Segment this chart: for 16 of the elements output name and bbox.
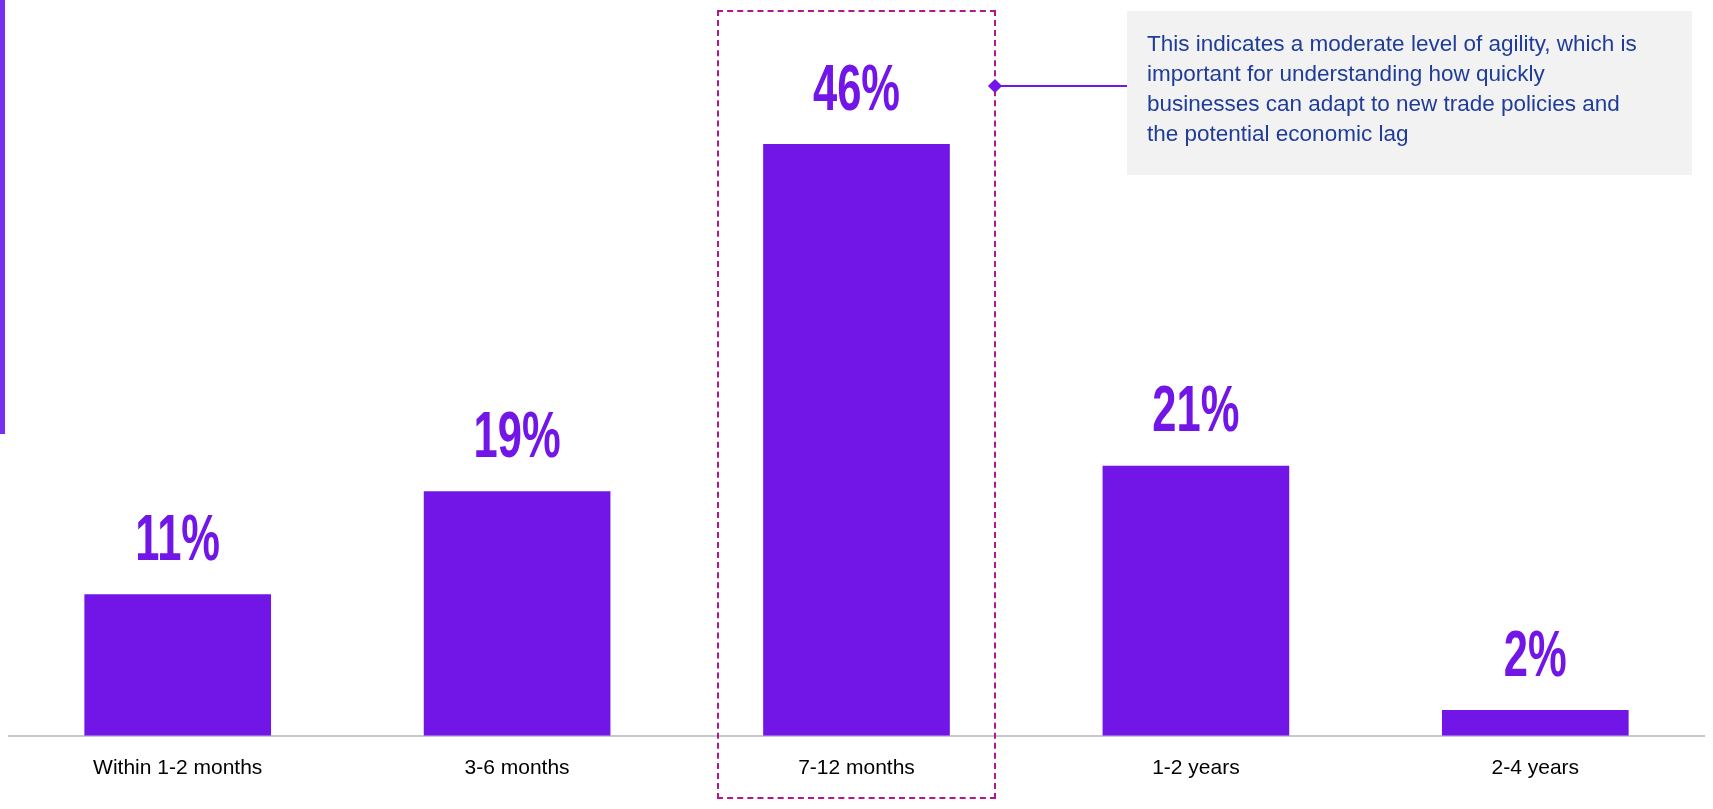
annotation: This indicates a moderate level of agility, which is important for understanding how quickly businesses can adapt to new trade policies and the potential economic lag <box>1146 30 1638 148</box>
x-tick-label: 2-4 years <box>1491 755 1580 779</box>
x-tick-label: 7-12 months <box>798 755 915 779</box>
bar <box>84 594 272 736</box>
data-label: 46% <box>812 51 901 124</box>
data-label: 2% <box>1503 617 1567 690</box>
data-label: 19% <box>473 398 561 472</box>
x-tick-label: Within 1-2 months <box>93 755 263 779</box>
bar <box>1102 465 1290 736</box>
data-label: 11% <box>135 501 221 574</box>
x-tick-label: 1-2 years <box>1152 755 1240 779</box>
bar <box>763 144 950 736</box>
x-tick-label: 3-6 months <box>464 755 570 779</box>
bar <box>423 491 611 736</box>
data-label: 21% <box>1152 372 1240 446</box>
bar <box>1441 710 1629 736</box>
